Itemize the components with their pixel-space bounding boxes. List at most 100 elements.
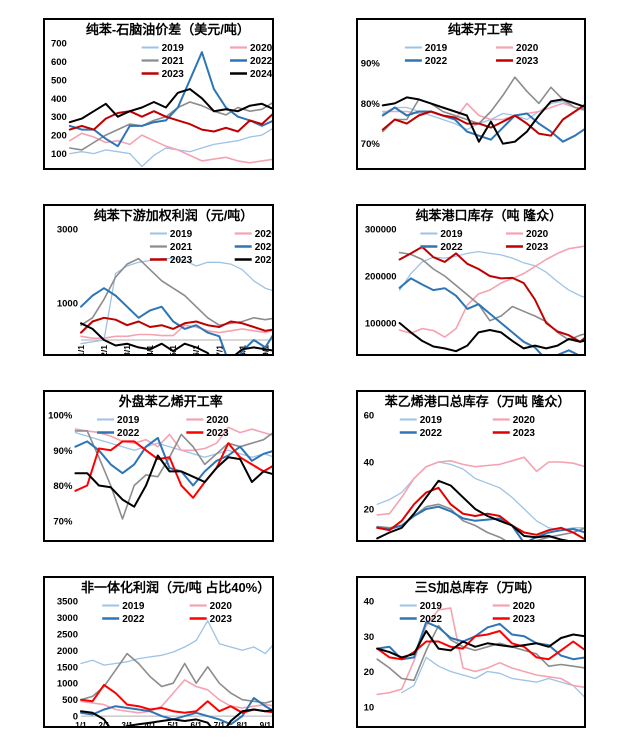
series-line-2022 (80, 287, 272, 354)
legend-label-2021: 2021 (170, 242, 193, 253)
series-line-2023 (74, 440, 272, 499)
y-tick-label: 70% (53, 516, 73, 527)
series-line-2024 (376, 479, 569, 540)
legend-label-2020: 2020 (513, 601, 536, 612)
y-tick-label: 2000 (57, 646, 78, 657)
legend-label-2023: 2023 (170, 255, 193, 266)
chart-title: 纯苯下游加权利润（元/吨） (93, 208, 254, 223)
benzene-port-inventory-plot: 01000002000003000001/12/13/14/15/16/17/1… (365, 225, 584, 354)
benzene-downstream-profit-plot: -1000100030001/12/13/14/15/16/17/18/19/1… (57, 225, 274, 356)
series-line-2020 (376, 456, 584, 516)
y-tick-label: 60 (364, 411, 375, 422)
chart-panel-benzene-naphtha-spread: 纯苯-石脑油价差（美元/吨） 01002003004005006007001/1… (43, 18, 274, 170)
chart-panel-3s-total-inventory: 三S加总库存（万吨） 0102030401/12/13/14/15/16/17/… (356, 576, 586, 728)
legend-label-2022: 2022 (122, 614, 145, 625)
y-tick-label: 200 (51, 131, 67, 142)
legend-label-2020: 2020 (206, 415, 229, 426)
y-tick-label: 0 (73, 712, 78, 723)
legend-label-2020: 2020 (250, 43, 273, 54)
legend-label-2023: 2023 (210, 614, 233, 625)
legend-label-2022: 2022 (117, 428, 140, 439)
legend-label-2024: 2024 (250, 69, 273, 80)
series-line-2021 (74, 430, 272, 520)
y-tick-label: 90% (361, 59, 381, 70)
y-tick-label: 40 (364, 597, 375, 608)
series-line-2019 (382, 100, 584, 131)
x-tick-label: 9/1 (260, 721, 272, 728)
series-line-2024 (68, 88, 272, 124)
y-tick-label: 70% (361, 139, 381, 150)
series-line-2020 (74, 426, 272, 452)
series-line-2019 (401, 656, 584, 698)
legend-label-2019: 2019 (122, 601, 145, 612)
legend-label-2021: 2021 (162, 56, 185, 67)
y-tick-label: 20 (364, 505, 375, 516)
chart-title: 纯苯港口库存（吨 隆众） (415, 208, 563, 223)
x-tick-label: 3/1 (122, 345, 132, 356)
x-tick-label: 7/1 (214, 721, 226, 728)
3s-total-inventory-plot: 0102030401/12/13/14/15/16/17/18/19/110/1… (364, 597, 584, 713)
legend-label-2024: 2024 (255, 255, 274, 266)
chart-title: 非一体化利润（元/吨 占比40%） (81, 580, 271, 595)
series-line-2020 (398, 245, 584, 338)
x-tick-label: 5/1 (167, 721, 179, 728)
x-tick-label: 4/1 (145, 345, 155, 356)
legend-label-2023: 2023 (513, 428, 536, 439)
legend-label-2020: 2020 (210, 601, 233, 612)
series-line-2021 (80, 257, 272, 326)
legend-label-2019: 2019 (420, 601, 443, 612)
y-tick-label: 1500 (57, 662, 78, 673)
benzene-operating-rate-plot: 60%70%80%90%1/12/13/14/15/16/17/18/19/11… (361, 43, 584, 150)
x-tick-label: 1/1 (76, 345, 86, 356)
legend-label-2023: 2023 (162, 69, 185, 80)
series-line-2022 (398, 277, 579, 354)
non-integrated-profit-plot: -1000-50005001000150020002500300035001/1… (57, 597, 272, 728)
y-tick-label: 80% (53, 481, 73, 492)
y-tick-label: 2500 (57, 629, 78, 640)
series-line-2024 (74, 454, 272, 508)
y-tick-label: 200000 (365, 272, 397, 283)
x-tick-label: 6/1 (191, 345, 201, 356)
series-line-2019 (74, 431, 272, 458)
series-line-2020 (80, 324, 272, 339)
y-tick-label: 90% (53, 446, 73, 457)
y-tick-label: 100% (48, 411, 73, 422)
legend-label-2022: 2022 (420, 614, 443, 625)
legend-label-2023: 2023 (206, 428, 229, 439)
y-tick-label: 3000 (57, 225, 78, 236)
y-tick-label: 10 (364, 702, 375, 713)
series-line-2024 (381, 96, 584, 145)
series-line-2023 (381, 104, 584, 137)
series-line-2021 (69, 101, 272, 151)
y-tick-label: 300 (51, 112, 67, 123)
y-tick-label: 3500 (57, 597, 78, 608)
x-tick-label: 8/1 (237, 721, 249, 728)
series-line-2024 (398, 322, 584, 353)
legend-label-2022: 2022 (250, 56, 273, 67)
y-tick-label: 1000 (57, 299, 78, 310)
x-tick-label: 1/1 (75, 721, 87, 728)
series-line-2020 (376, 607, 584, 696)
series-line-2023 (80, 683, 272, 714)
y-tick-label: 100000 (365, 319, 397, 330)
y-tick-label: 100 (51, 149, 67, 160)
legend-label-2019: 2019 (117, 415, 140, 426)
y-tick-label: 20 (364, 667, 375, 678)
legend-label-2020: 2020 (255, 229, 274, 240)
legend-label-2023: 2023 (513, 614, 536, 625)
chart-panel-benzene-downstream-weighted-profit: 纯苯下游加权利润（元/吨） -1000100030001/12/13/14/15… (43, 204, 274, 356)
overseas-styrene-operating-rate-plot: 60%70%80%90%100%1/12/13/14/15/16/17/18/1… (48, 411, 272, 527)
y-tick-label: 40 (364, 458, 375, 469)
series-line-2021 (376, 503, 584, 540)
y-tick-label: 500 (51, 75, 67, 86)
y-tick-label: 500 (62, 695, 78, 706)
series-line-2022 (68, 51, 272, 148)
chart-title: 苯乙烯港口总库存（万吨 隆众） (384, 394, 571, 409)
x-tick-label: 2/1 (99, 345, 109, 356)
x-tick-label: 7/1 (214, 345, 224, 356)
series-line-2019 (398, 250, 584, 298)
series-line-2021 (398, 251, 584, 341)
chart-panel-benzene-operating-rate: 纯苯开工率 60%70%80%90%1/12/13/14/15/16/17/18… (356, 18, 586, 170)
y-tick-label: 30 (364, 632, 375, 643)
legend-label-2019: 2019 (170, 229, 193, 240)
